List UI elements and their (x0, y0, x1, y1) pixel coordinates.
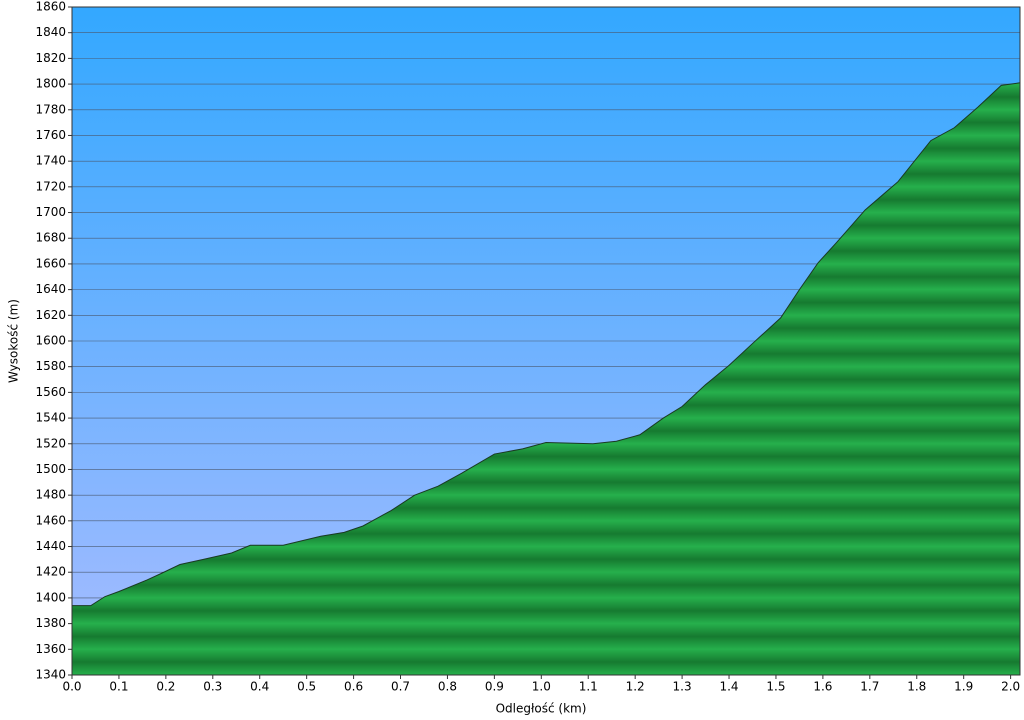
x-tick-label: 1.9 (954, 680, 973, 694)
y-tick-label: 1500 (35, 462, 66, 476)
y-tick-label: 1360 (35, 642, 66, 656)
y-tick-label: 1760 (35, 128, 66, 142)
y-tick-label: 1640 (35, 282, 66, 296)
y-axis-title: Wysokość (m) (7, 299, 21, 383)
y-tick-label: 1840 (35, 25, 66, 39)
x-tick-label: 0.2 (156, 680, 175, 694)
x-tick-label: 0.4 (250, 680, 269, 694)
y-tick-label: 1400 (35, 590, 66, 604)
y-tick-label: 1560 (35, 385, 66, 399)
x-tick-label: 1.7 (860, 680, 879, 694)
y-tick-label: 1380 (35, 616, 66, 630)
x-tick-label: 1.6 (813, 680, 832, 694)
y-tick-label: 1440 (35, 539, 66, 553)
y-tick-label: 1460 (35, 513, 66, 527)
y-tick-label: 1720 (35, 179, 66, 193)
y-tick-label: 1740 (35, 154, 66, 168)
x-tick-label: 1.0 (532, 680, 551, 694)
x-tick-label: 1.4 (719, 680, 738, 694)
x-tick-label: 0.5 (297, 680, 316, 694)
x-tick-label: 0.7 (391, 680, 410, 694)
x-tick-label: 1.8 (907, 680, 926, 694)
x-tick-label: 1.5 (766, 680, 785, 694)
y-tick-label: 1520 (35, 436, 66, 450)
x-tick-label: 0.1 (109, 680, 128, 694)
x-axis-title: Odległość (km) (496, 702, 587, 716)
x-tick-label: 2.0 (1001, 680, 1020, 694)
y-tick-label: 1820 (35, 51, 66, 65)
y-tick-label: 1780 (35, 102, 66, 116)
y-tick-label: 1620 (35, 308, 66, 322)
y-tick-label: 1540 (35, 411, 66, 425)
x-tick-label: 1.2 (626, 680, 645, 694)
x-tick-label: 0.0 (62, 680, 81, 694)
x-tick-label: 0.6 (344, 680, 363, 694)
x-tick-label: 1.1 (579, 680, 598, 694)
y-tick-label: 1700 (35, 205, 66, 219)
y-tick-label: 1420 (35, 565, 66, 579)
y-tick-label: 1480 (35, 488, 66, 502)
x-tick-label: 1.3 (673, 680, 692, 694)
x-tick-label: 0.8 (438, 680, 457, 694)
y-tick-label: 1800 (35, 77, 66, 91)
y-tick-label: 1340 (35, 668, 66, 682)
y-tick-label: 1600 (35, 334, 66, 348)
y-tick-label: 1680 (35, 231, 66, 245)
x-tick-label: 0.3 (203, 680, 222, 694)
y-tick-label: 1660 (35, 256, 66, 270)
area (72, 82, 1020, 676)
x-tick-label: 0.9 (485, 680, 504, 694)
area-outline (72, 82, 1021, 607)
y-tick-label: 1580 (35, 359, 66, 373)
y-tick-label: 1860 (35, 0, 66, 14)
